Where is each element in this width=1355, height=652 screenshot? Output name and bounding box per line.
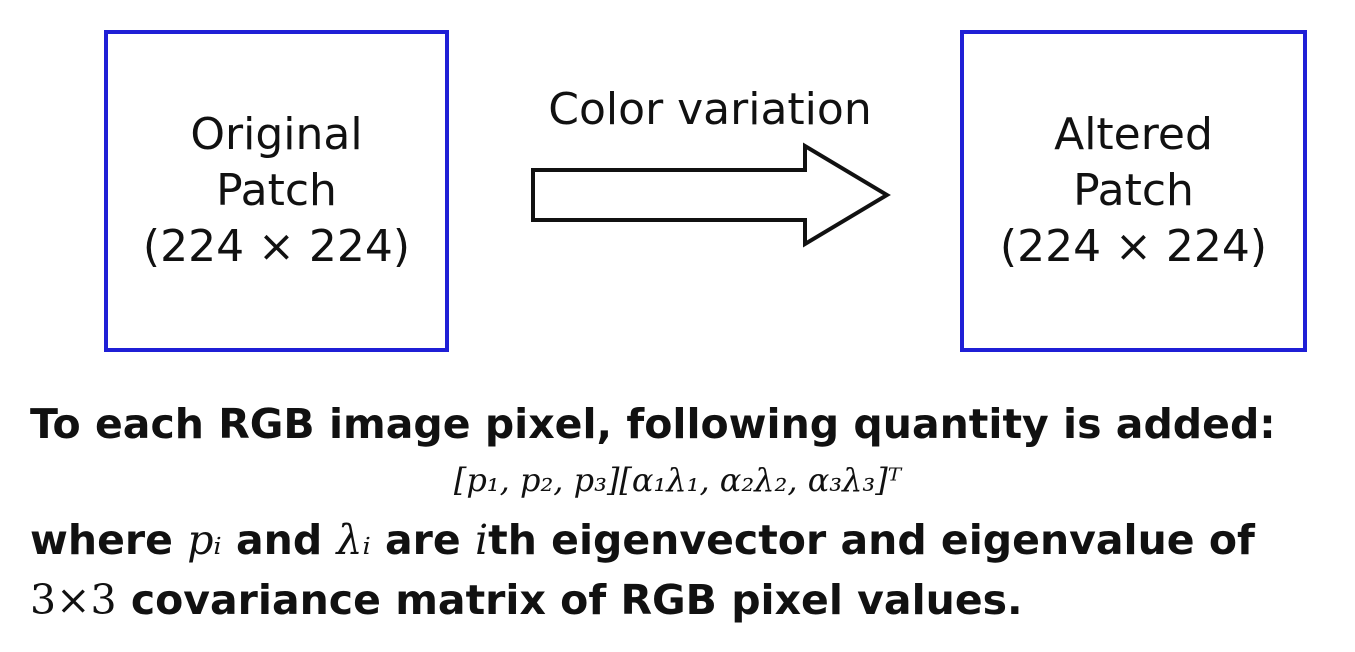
formula: [p₁, p₂, p₃][α₁λ₁, α₂λ₂, α₃λ₃]ᵀ	[453, 461, 902, 499]
caption-word-where: where	[30, 516, 173, 564]
altered-patch-box: Altered Patch (224 × 224)	[960, 30, 1307, 352]
caption-eigen-text: th eigenvector and eigenvalue of	[488, 516, 1255, 564]
altered-patch-line-2: Patch	[1073, 165, 1194, 216]
altered-patch-size: (224 × 224)	[999, 221, 1268, 272]
original-patch-box: Original Patch (224 × 224)	[104, 30, 449, 352]
original-patch-size: (224 × 224)	[142, 221, 411, 272]
matrix-dims: 3×3	[30, 576, 117, 624]
caption-covariance-text: covariance matrix of RGB pixel values.	[130, 576, 1023, 624]
symbol-p-i: pᵢ	[187, 516, 222, 564]
caption-word-are: are	[384, 516, 461, 564]
right-arrow-icon	[531, 142, 891, 248]
arrow-shape	[531, 142, 891, 248]
symbol-i: i	[474, 516, 489, 564]
caption-word-and: and	[235, 516, 323, 564]
altered-patch-line-1: Altered	[1054, 109, 1213, 160]
caption-line-4: 3×3 covariance matrix of RGB pixel value…	[30, 572, 1023, 628]
original-patch-line-2: Patch	[216, 165, 337, 216]
caption-line-1: To each RGB image pixel, following quant…	[30, 400, 1276, 448]
arrow-label: Color variation	[548, 84, 872, 135]
symbol-lambda-i: λᵢ	[336, 516, 371, 564]
caption-line-3: where pᵢ and λᵢ are ith eigenvector and …	[30, 512, 1255, 568]
original-patch-line-1: Original	[190, 109, 363, 160]
